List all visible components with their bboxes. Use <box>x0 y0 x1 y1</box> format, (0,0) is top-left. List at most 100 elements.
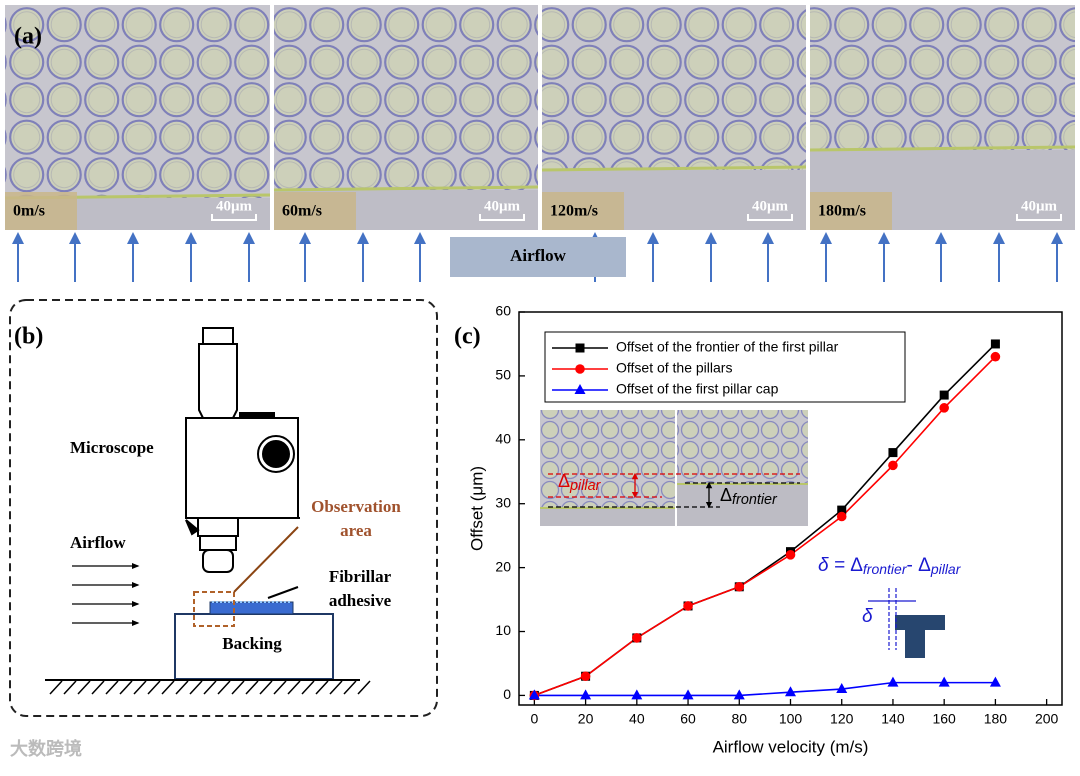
equation: δ = Δfrontier- Δpillar <box>818 555 962 577</box>
point <box>888 460 898 471</box>
point <box>990 351 1001 362</box>
scale-label: 40μm <box>484 198 521 214</box>
point <box>632 633 642 643</box>
subscript: pillar <box>569 478 602 494</box>
y-tick-label: 50 <box>495 367 511 383</box>
hatch-line <box>161 680 175 695</box>
legend: Offset of the frontier of the first pill… <box>544 331 906 403</box>
point <box>939 403 949 413</box>
scale-bar <box>1016 214 1062 221</box>
speed-box <box>5 192 77 230</box>
frontier-edge <box>809 145 1076 152</box>
hatch-line <box>63 680 77 695</box>
point <box>938 676 950 687</box>
point <box>836 511 847 522</box>
pillar-offset-label: Δpillar <box>558 471 602 494</box>
observation-label: Observation <box>311 497 401 516</box>
ground-hatch <box>49 680 371 695</box>
y-tick-label: 20 <box>495 558 511 574</box>
equation-part: Δ <box>918 555 931 576</box>
speed-box <box>542 192 624 230</box>
speed-label: 120m/s <box>550 203 598 220</box>
speed-label: 180m/s <box>818 203 866 220</box>
scale-bar <box>747 214 793 221</box>
panel-label: (c) <box>454 324 481 350</box>
scale-label: 40μm <box>216 198 253 214</box>
point <box>683 601 693 611</box>
hatch-line <box>259 680 273 695</box>
airflow-box <box>450 237 626 277</box>
x-tick-label: 60 <box>680 711 696 727</box>
pillar-cap-drawing <box>895 615 945 658</box>
inset-substrate <box>540 508 675 526</box>
x-tick-label: 80 <box>731 711 747 727</box>
y-tick-label: 40 <box>495 431 511 447</box>
legend-marker <box>575 364 585 374</box>
y-tick-label: 30 <box>495 494 511 510</box>
scale-bar <box>479 214 525 221</box>
micrograph: 60m/s 40μm <box>273 5 539 230</box>
y-tick-label: 60 <box>495 303 511 319</box>
hatch-line <box>273 680 287 695</box>
hatch-line <box>343 680 357 695</box>
point <box>888 448 898 458</box>
observation-label: area <box>340 521 372 540</box>
legend-label: Offset of the first pillar cap <box>616 381 779 397</box>
hatch-line <box>315 680 329 695</box>
speed-label: 0m/s <box>13 203 45 220</box>
airflow-label: Airflow <box>70 533 126 552</box>
hatch-line <box>105 680 119 695</box>
delta-label: δ <box>862 606 873 627</box>
hatch-line <box>147 680 161 695</box>
equation-part: δ = <box>818 555 850 576</box>
point <box>989 676 1001 687</box>
inset <box>540 410 808 526</box>
point <box>887 676 899 687</box>
adhesive-label: adhesive <box>329 591 392 610</box>
panel-b: (b) Microscope Observation area Airflow … <box>9 299 438 717</box>
adhesive-label: Fibrillar <box>329 567 392 586</box>
point <box>682 689 694 700</box>
scale-label: 40μm <box>752 198 789 214</box>
equation-part: frontier <box>863 561 908 577</box>
x-tick-label: 40 <box>629 711 645 727</box>
hatch-line <box>189 680 203 695</box>
x-tick-label: 160 <box>932 711 956 727</box>
scale-bar <box>211 214 257 221</box>
hatch-line <box>245 680 259 695</box>
symbol: Δ <box>558 471 570 491</box>
legend-label: Offset of the pillars <box>616 360 732 376</box>
microscope-drawing <box>185 327 300 573</box>
microscope-label: Microscope <box>70 438 154 457</box>
point <box>631 689 643 700</box>
observation-box <box>193 591 235 627</box>
x-tick-label: 140 <box>881 711 905 727</box>
point <box>785 550 796 560</box>
equation-part: pillar <box>930 561 962 577</box>
backing-label: Backing <box>222 634 282 653</box>
x-tick-label: 0 <box>530 711 538 727</box>
hatch-line <box>133 680 147 695</box>
x-tick-label: 200 <box>1035 711 1059 727</box>
panel-frame <box>9 299 438 717</box>
point <box>990 339 1000 349</box>
panel-label: (b) <box>14 324 43 350</box>
micrograph: 180m/s 40μm <box>809 5 1076 230</box>
legend-marker <box>575 343 585 353</box>
x-tick-label: 180 <box>984 711 1008 727</box>
hatch-line <box>203 680 217 695</box>
legend-label: Offset of the frontier of the first pill… <box>616 339 839 355</box>
y-axis-label: Offset (μm) <box>467 466 486 551</box>
symbol: Δ <box>720 485 732 505</box>
adhesive-layer <box>209 601 294 615</box>
hatch-line <box>357 680 371 695</box>
subscript: frontier <box>732 492 778 508</box>
observation-pointer <box>233 526 299 593</box>
point <box>837 505 847 515</box>
series-points <box>529 351 1001 701</box>
micrograph: 0m/s 40μm <box>4 5 271 230</box>
airflow-label: Airflow <box>510 246 566 265</box>
equation-part: Δ <box>850 555 863 576</box>
frontier-edge <box>273 185 539 192</box>
